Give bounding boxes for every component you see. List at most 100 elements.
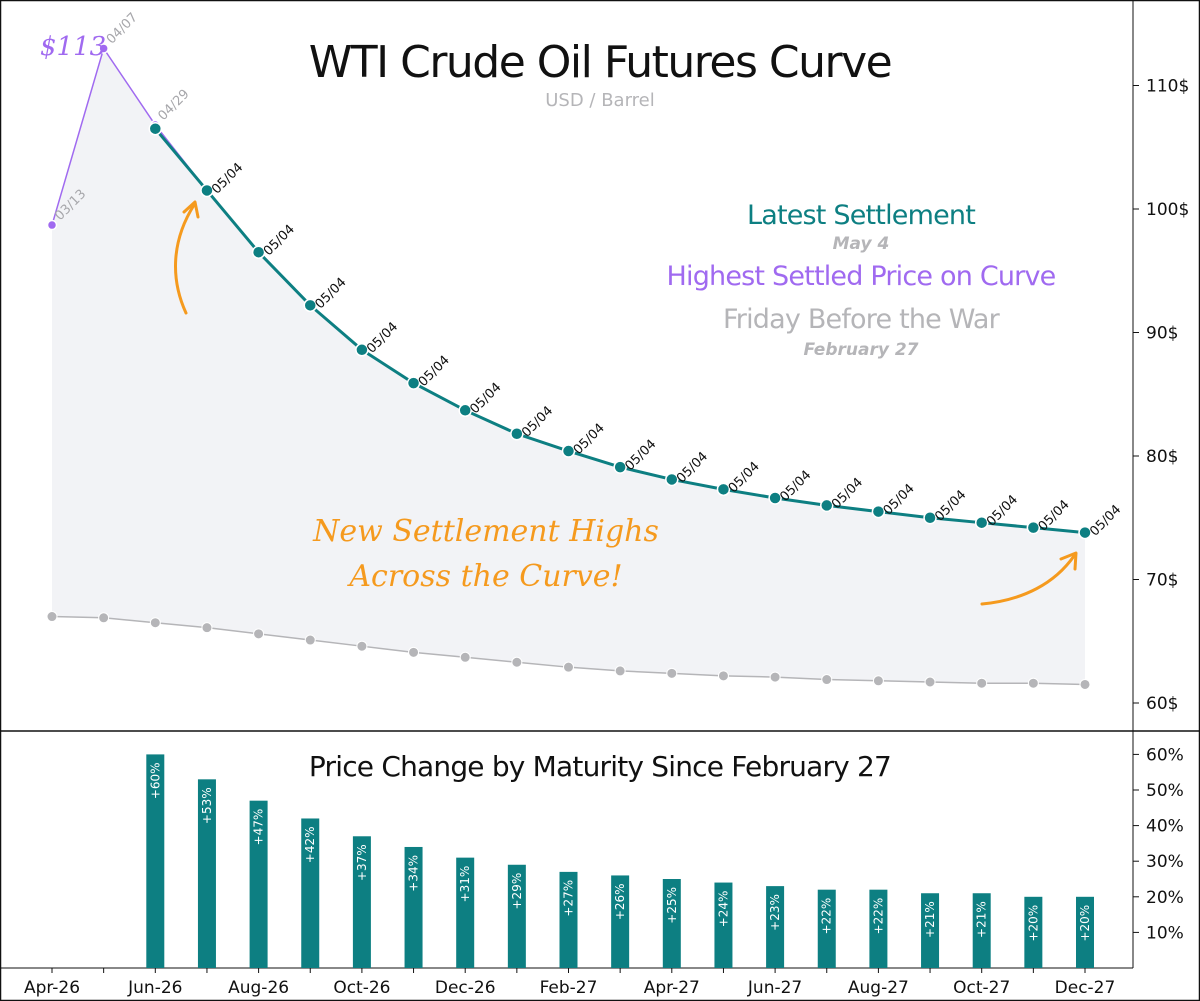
friday-point [614, 665, 626, 677]
friday-point [976, 677, 988, 689]
friday-point [304, 634, 316, 646]
highest-point [46, 219, 58, 231]
callout-line-1: New Settlement Highs [312, 514, 659, 549]
change-bar-label: +42% [303, 826, 317, 863]
top-y-tick-label: 70$ [1146, 571, 1178, 591]
friday-point [459, 651, 471, 663]
change-bar [611, 875, 630, 968]
legend-latest-date: May 4 [833, 234, 890, 254]
change-bar [352, 836, 371, 968]
change-bar [507, 864, 526, 968]
change-bar-label: +25% [665, 887, 679, 924]
friday-point [1027, 677, 1039, 689]
latest-point [923, 511, 937, 525]
latest-point [303, 298, 317, 313]
change-bar [249, 800, 268, 968]
change-bar [921, 893, 940, 968]
x-tick-label: Oct-27 [953, 978, 1010, 998]
latest-point [613, 460, 627, 474]
bottom-y-tick-label: 60% [1146, 745, 1184, 765]
change-bar [1076, 896, 1094, 968]
change-bar [404, 846, 423, 968]
latest-point [768, 491, 782, 505]
x-tick-label: Apr-27 [644, 978, 700, 998]
latest-point [716, 482, 731, 497]
latest-point [200, 183, 214, 198]
latest-point [510, 427, 524, 441]
friday-point [924, 676, 936, 688]
legend-friday: Friday Before the War [723, 304, 1001, 335]
friday-point [408, 646, 420, 658]
x-tick-label: Jun-27 [747, 978, 802, 998]
x-tick-label: Feb-27 [540, 978, 598, 998]
change-bar-label: +37% [355, 844, 369, 881]
friday-point [769, 671, 781, 683]
change-bar [146, 754, 165, 968]
chart-title: WTI Crude Oil Futures Curve [309, 37, 891, 88]
callout-line-2: Across the Curve! [346, 559, 622, 594]
friday-point [821, 674, 833, 686]
change-bar [301, 818, 320, 968]
range-band [52, 48, 1085, 685]
bottom-y-tick-label: 40% [1146, 817, 1184, 837]
change-bar-label: +24% [716, 891, 730, 928]
friday-point [356, 640, 368, 652]
latest-point [148, 121, 163, 136]
x-tick-label: Aug-26 [228, 978, 289, 998]
latest-point-label: 05/04 [726, 459, 763, 496]
friday-point [717, 670, 729, 682]
friday-point [201, 622, 213, 634]
change-bar [197, 779, 216, 968]
change-bar-label: +26% [613, 883, 627, 920]
x-tick-label: Aug-27 [848, 978, 909, 998]
change-bar-label: +20% [1078, 905, 1092, 942]
bottom-y-tick-label: 20% [1146, 888, 1184, 908]
friday-point [872, 675, 884, 687]
latest-point-label: 05/04 [209, 160, 246, 197]
top-y-tick-label: 80$ [1146, 447, 1178, 467]
legend-latest: Latest Settlement [747, 200, 975, 231]
top-y-tick-label: 60$ [1146, 694, 1178, 714]
latest-point-label: 05/04 [467, 380, 504, 417]
legend-friday-date: February 27 [804, 340, 919, 360]
change-bar-label: +27% [562, 880, 576, 917]
change-bar-label: +34% [407, 855, 421, 892]
friday-point [511, 656, 523, 668]
arrow-left [174, 200, 200, 315]
bottom-y-tick-label: 30% [1146, 852, 1184, 872]
x-tick-label: Dec-26 [435, 978, 496, 998]
latest-point [1078, 525, 1092, 540]
friday-point [253, 628, 265, 640]
latest-point [871, 504, 886, 519]
peak-price-label: $113 [40, 32, 106, 62]
friday-point [46, 611, 58, 623]
latest-point-label: 05/04 [777, 468, 814, 505]
friday-point [1079, 678, 1091, 690]
x-tick-label: Oct-26 [333, 978, 390, 998]
latest-point [561, 444, 576, 458]
latest-point-label: 05/04 [622, 437, 659, 474]
friday-point [563, 661, 574, 673]
change-bar [456, 857, 475, 968]
top-y-tick-label: 110$ [1146, 77, 1189, 97]
x-tick-label: Dec-27 [1055, 978, 1116, 998]
latest-point [355, 343, 369, 357]
change-bar [766, 886, 785, 968]
x-tick-label: Jun-26 [127, 978, 182, 998]
latest-point-label: 05/04 [312, 275, 349, 312]
highest-point [98, 43, 109, 54]
latest-point [406, 376, 421, 390]
change-bar-label: +53% [200, 787, 214, 824]
change-bar-label: +29% [510, 873, 524, 910]
bottom-chart-title: Price Change by Maturity Since February … [309, 750, 891, 783]
legend-highest: Highest Settled Price on Curve [667, 261, 1056, 292]
arrow-right [980, 551, 1078, 606]
latest-point [974, 515, 989, 530]
change-bar-label: +47% [252, 809, 266, 846]
change-bar [972, 893, 991, 968]
bottom-y-tick-label: 10% [1146, 923, 1184, 943]
change-bar-label: +22% [820, 898, 834, 935]
chart-subtitle: USD / Barrel [545, 90, 655, 111]
latest-point [1026, 520, 1041, 535]
